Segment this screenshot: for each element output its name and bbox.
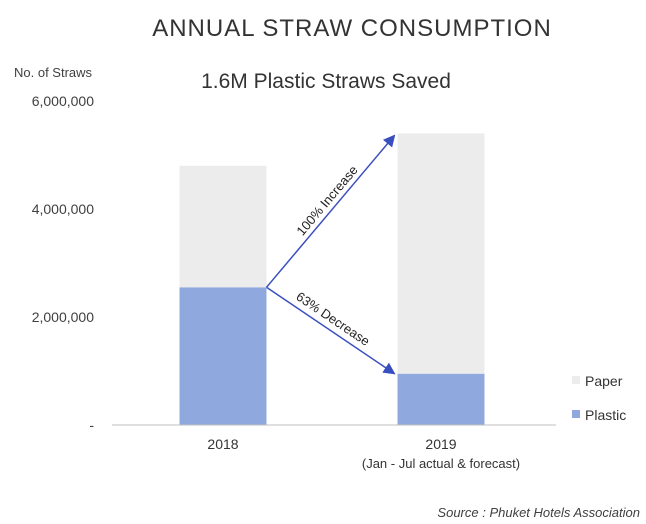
increase-arrow	[265, 134, 396, 288]
bar-paper-2019	[397, 133, 485, 374]
increase-label: 100% Increase	[293, 162, 360, 238]
x-tick-label: 2019	[425, 436, 456, 452]
y-axis-ticks: - 2,000,000 4,000,000 6,000,000	[32, 93, 95, 433]
bar-plastic-2019	[397, 373, 485, 425]
y-axis-label: No. of Straws	[14, 65, 93, 80]
decrease-arrow	[266, 286, 396, 375]
bar-paper-2018	[179, 165, 267, 288]
legend: Paper Plastic	[572, 373, 626, 423]
source-note: Source : Phuket Hotels Association	[437, 505, 640, 520]
bar-plastic-2018	[179, 287, 267, 425]
chart-subtitle: 1.6M Plastic Straws Saved	[201, 70, 451, 93]
decrease-label: 63% Decrease	[293, 289, 372, 349]
legend-swatch-plastic	[572, 410, 580, 418]
x-axis-labels: 2018 2019 (Jan - Jul actual & forecast)	[207, 436, 520, 471]
chart-title: ANNUAL STRAW CONSUMPTION	[152, 15, 552, 42]
legend-swatch-paper	[572, 376, 580, 384]
y-tick-label: 6,000,000	[32, 93, 94, 109]
annotations: 100% Increase 63% Decrease	[265, 134, 396, 375]
x-tick-sublabel: (Jan - Jul actual & forecast)	[362, 456, 520, 471]
y-tick-label: 4,000,000	[32, 201, 94, 217]
legend-label-plastic: Plastic	[585, 407, 626, 423]
bars	[179, 133, 485, 425]
y-tick-label: -	[89, 417, 94, 433]
y-tick-label: 2,000,000	[32, 309, 94, 325]
x-tick-label: 2018	[207, 436, 238, 452]
legend-label-paper: Paper	[585, 373, 623, 389]
